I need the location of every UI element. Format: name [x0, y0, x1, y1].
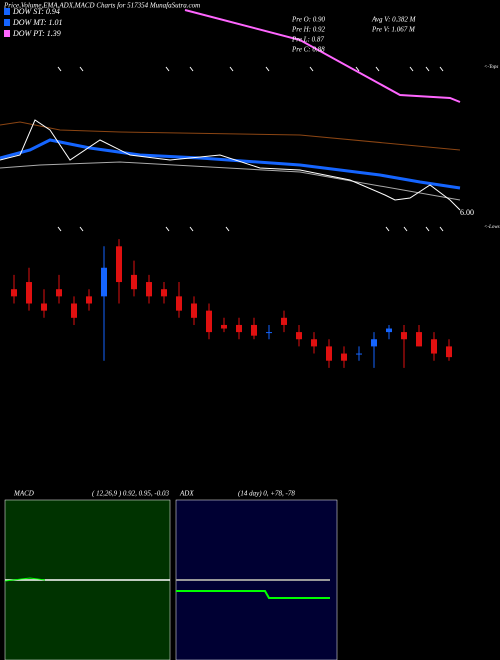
legend-text: DOW ST: 0.94 — [12, 7, 60, 16]
title: Price,Volume,EMA,ADX,MACD Charts for 517… — [3, 2, 200, 10]
tops-label: <-Tops — [484, 65, 498, 70]
candle-body — [221, 324, 227, 329]
candle-body — [236, 324, 242, 333]
top-low-markers — [57, 66, 444, 232]
candle-body — [251, 324, 257, 336]
macd-params: ( 12,26,9 ) 0.92, 0.95, -0.03 — [92, 490, 169, 498]
info-text: Pre L: 0.87 — [291, 36, 324, 44]
candle-body — [86, 296, 92, 304]
adx-params: (14 day) 0, +78, -78 — [238, 490, 295, 498]
candle-body — [341, 353, 347, 361]
candle-body — [401, 332, 407, 340]
candle-body — [176, 296, 182, 311]
legend-swatch — [4, 8, 10, 15]
candle-body — [131, 274, 137, 290]
candle-body — [116, 246, 122, 283]
candle-body — [386, 328, 392, 333]
candle-body — [206, 310, 212, 333]
macd-signal — [4, 577, 46, 582]
candle-body — [371, 339, 377, 347]
candle-body — [41, 303, 47, 311]
candle-body — [356, 353, 362, 355]
candle-body — [26, 282, 32, 304]
candle-body — [281, 317, 287, 325]
info-text: Pre V: 1.067 M — [371, 26, 416, 34]
candle-body — [311, 339, 317, 347]
candle-body — [431, 339, 437, 354]
candle-body — [146, 282, 152, 297]
candle-body — [161, 289, 167, 297]
lows-label: <-Lows — [484, 225, 500, 230]
legend-swatch — [4, 19, 10, 26]
legend-text: DOW PT: 1.39 — [12, 29, 61, 38]
candle-body — [296, 332, 302, 340]
di-line — [176, 590, 330, 599]
info-text: Pre O: 0.90 — [291, 16, 325, 24]
info-text: Avg V: 0.382 M — [371, 16, 417, 24]
adx-name: ADX — [179, 490, 194, 498]
candle-body — [266, 332, 272, 334]
candle-body — [416, 332, 422, 347]
candle-body — [446, 346, 452, 358]
candle-body — [71, 303, 77, 318]
candle-body — [11, 289, 17, 297]
candle-body — [191, 303, 197, 318]
legend-swatch — [4, 30, 10, 37]
macd-name: MACD — [13, 490, 34, 498]
info-text: Pre C: 0.88 — [291, 46, 325, 54]
legend-text: DOW MT: 1.01 — [12, 18, 63, 27]
candle-body — [101, 267, 107, 297]
candle-body — [56, 289, 62, 297]
ema-lines — [0, 9, 461, 211]
candle-body — [326, 346, 332, 361]
level-label: 6.00 — [460, 208, 474, 217]
info-text: Pre H: 0.92 — [291, 26, 325, 34]
